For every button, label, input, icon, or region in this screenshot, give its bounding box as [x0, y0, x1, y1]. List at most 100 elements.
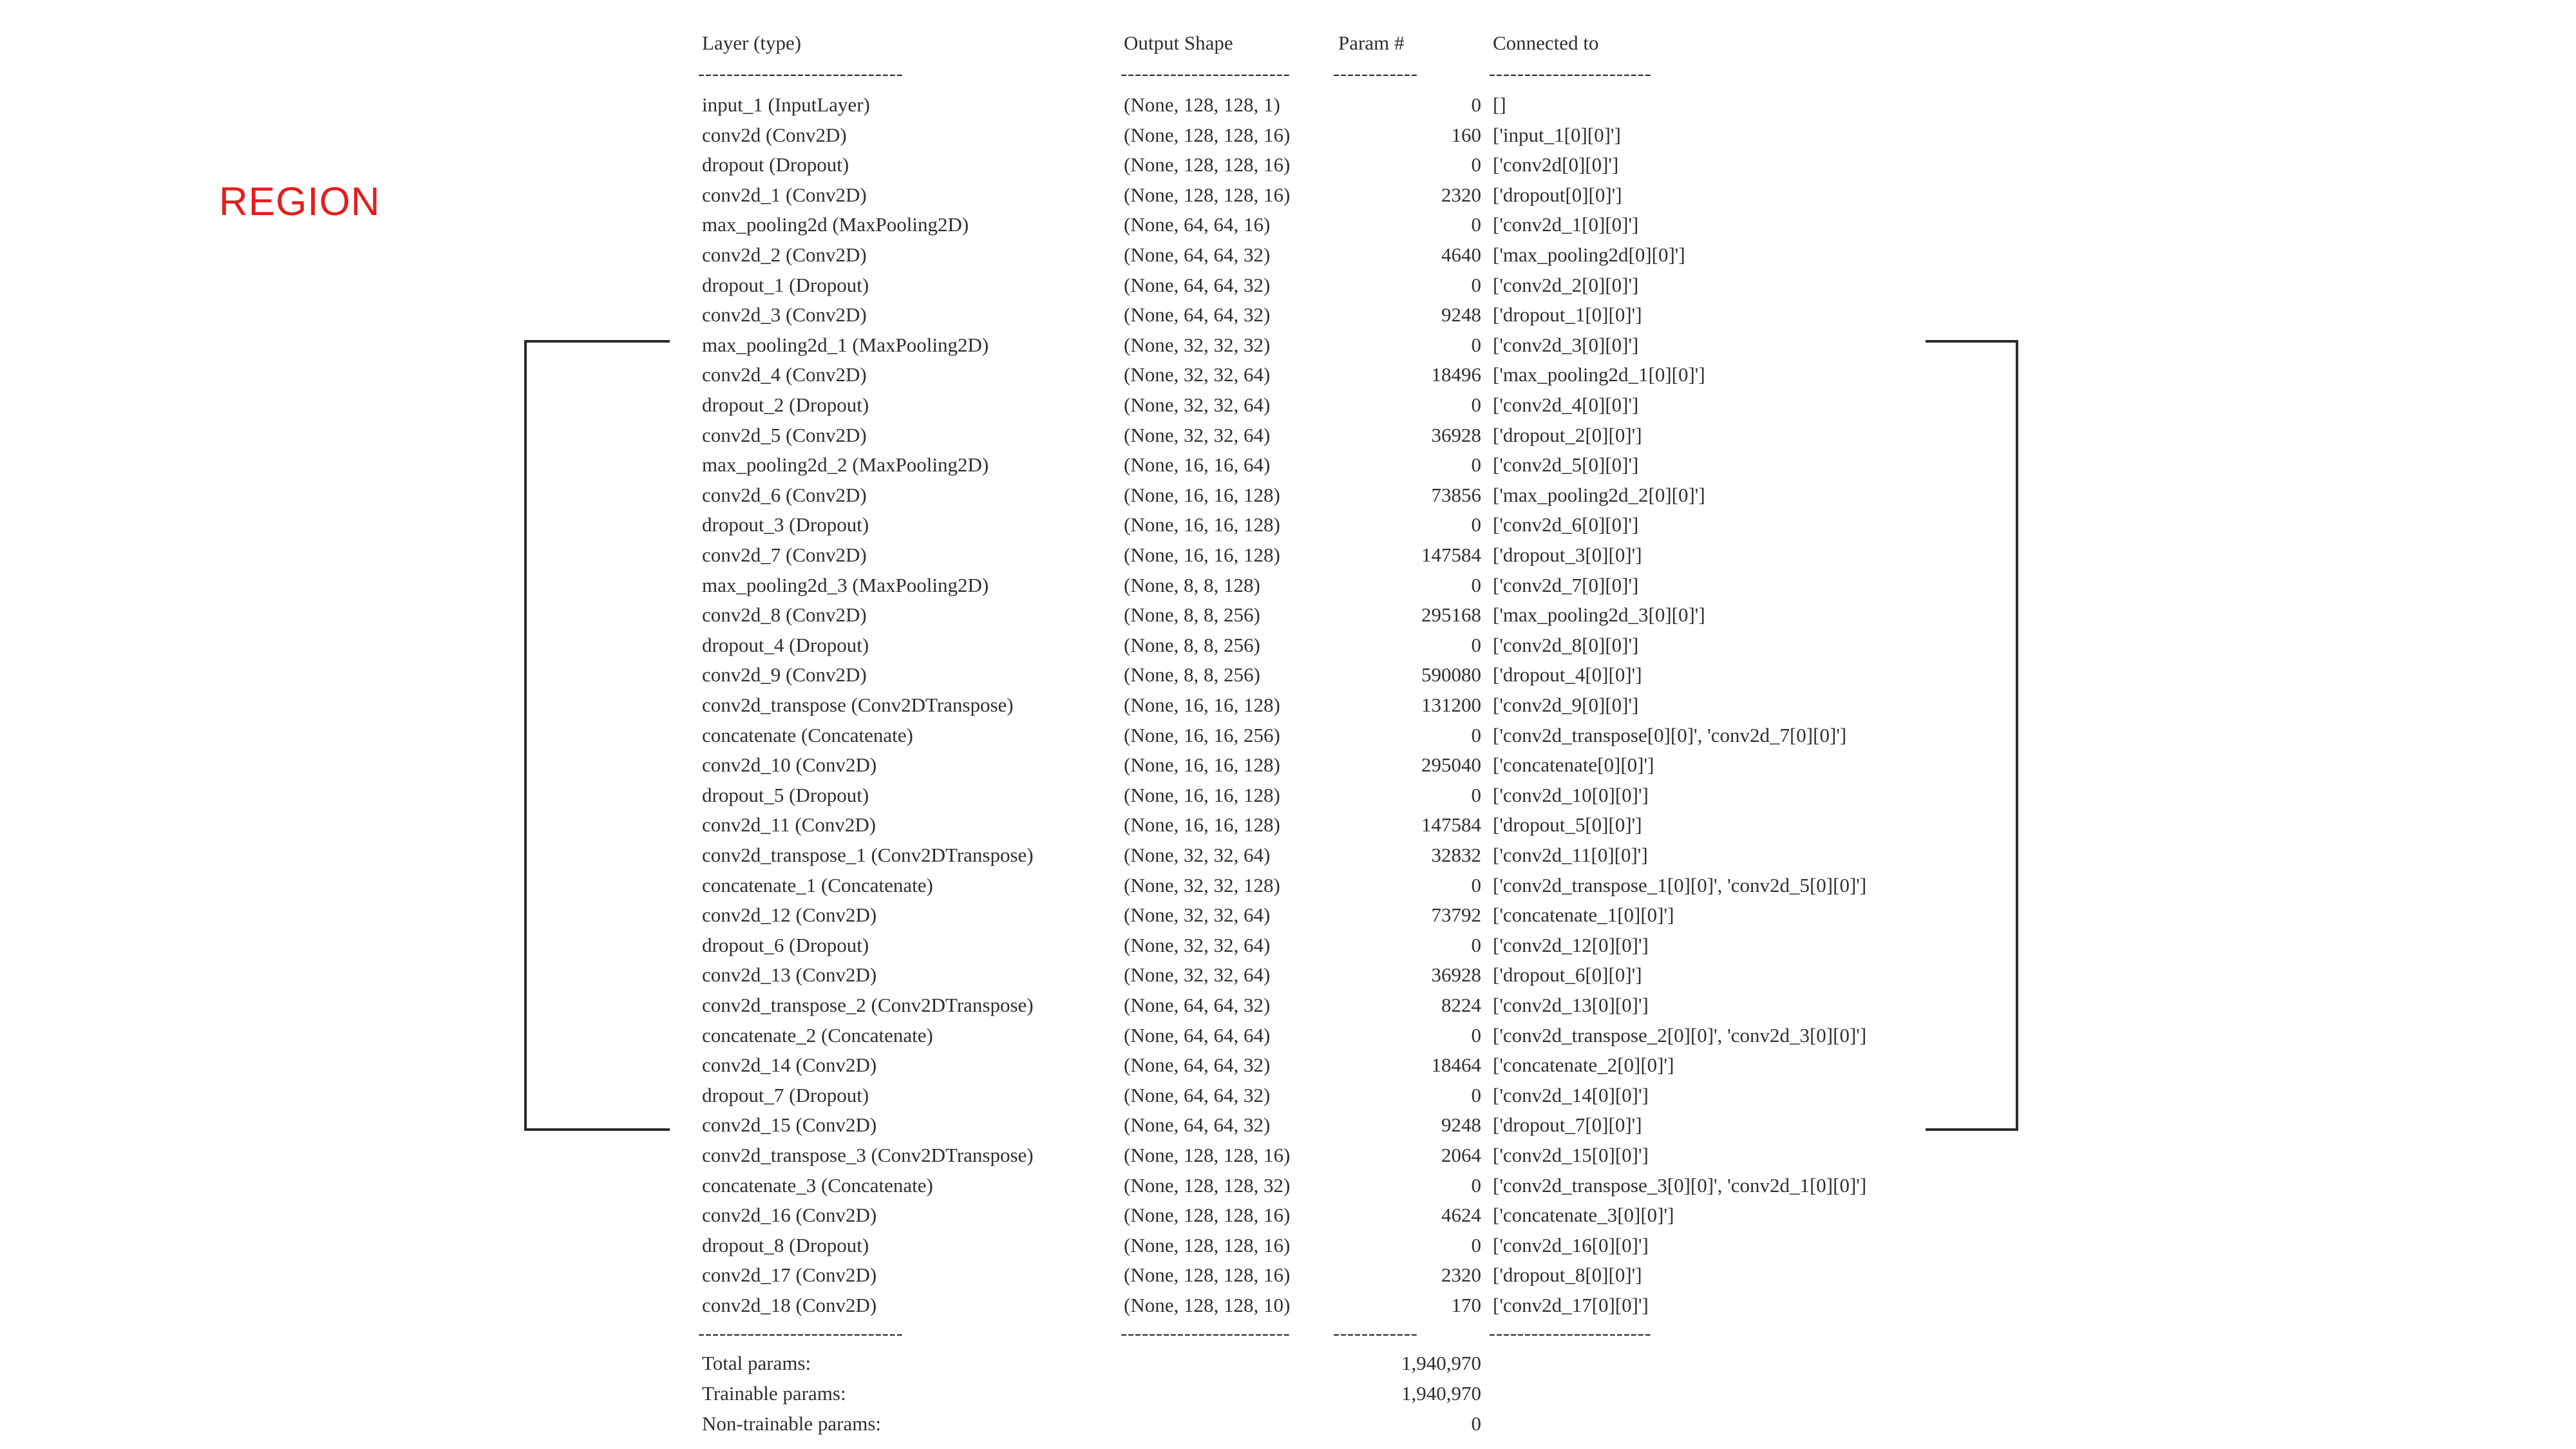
row-param-count: 295168: [1421, 603, 1481, 626]
row-connected-to: ['conv2d[0][0]']: [1493, 153, 1619, 176]
row-param-count: 18464: [1431, 1054, 1482, 1076]
row-output-shape: (None, 32, 32, 64): [1124, 934, 1271, 956]
row-layer-name: conv2d_15 (Conv2D): [702, 1113, 877, 1136]
row-param-count: 0: [1471, 1174, 1482, 1197]
row-output-shape: (None, 32, 32, 128): [1124, 874, 1280, 896]
row-param-count: 0: [1471, 1024, 1482, 1046]
divider-bottom-layer: -----------------------------: [698, 1323, 904, 1344]
row-param-count: 295040: [1421, 753, 1481, 776]
row-output-shape: (None, 128, 128, 16): [1124, 1264, 1291, 1286]
row-output-shape: (None, 128, 128, 10): [1124, 1294, 1291, 1316]
row-connected-to: ['conv2d_transpose_2[0][0]', 'conv2d_3[0…: [1493, 1024, 1867, 1046]
row-output-shape: (None, 16, 16, 128): [1124, 694, 1280, 716]
row-output-shape: (None, 32, 32, 64): [1124, 844, 1271, 866]
row-layer-name: dropout_6 (Dropout): [702, 934, 869, 956]
row-layer-name: concatenate_3 (Concatenate): [702, 1174, 933, 1197]
row-output-shape: (None, 16, 16, 256): [1124, 724, 1280, 746]
row-param-count: 36928: [1431, 424, 1482, 446]
row-output-shape: (None, 8, 8, 256): [1124, 634, 1260, 656]
row-param-count: 131200: [1421, 694, 1481, 716]
row-connected-to: ['conv2d_1[0][0]']: [1493, 213, 1639, 236]
row-layer-name: conv2d_4 (Conv2D): [702, 363, 867, 386]
row-param-count: 32832: [1431, 844, 1482, 866]
row-connected-to: ['concatenate_1[0][0]']: [1493, 904, 1674, 926]
row-param-count: 73856: [1431, 484, 1482, 506]
row-output-shape: (None, 64, 64, 32): [1124, 274, 1271, 296]
non-trainable-params-value: 0: [1471, 1412, 1482, 1435]
row-layer-name: conv2d_1 (Conv2D): [702, 184, 867, 206]
row-param-count: 170: [1451, 1294, 1482, 1316]
row-param-count: 0: [1471, 453, 1482, 476]
row-connected-to: ['conv2d_12[0][0]']: [1493, 934, 1649, 956]
divider-bottom-shape: ------------------------: [1121, 1323, 1291, 1344]
row-param-count: 147584: [1421, 544, 1481, 566]
right-bracket: [1926, 340, 2018, 1131]
row-output-shape: (None, 8, 8, 128): [1124, 574, 1260, 596]
row-connected-to: ['conv2d_11[0][0]']: [1493, 844, 1648, 866]
divider-top-layer: -----------------------------: [698, 63, 904, 84]
row-output-shape: (None, 8, 8, 256): [1124, 663, 1260, 686]
row-layer-name: dropout_4 (Dropout): [702, 634, 869, 656]
row-connected-to: ['conv2d_3[0][0]']: [1493, 334, 1639, 356]
trainable-params-value: 1,940,970: [1401, 1382, 1481, 1405]
row-output-shape: (None, 64, 64, 32): [1124, 243, 1271, 266]
row-connected-to: ['concatenate[0][0]']: [1493, 753, 1654, 776]
row-layer-name: dropout_3 (Dropout): [702, 513, 869, 536]
row-connected-to: ['conv2d_transpose_3[0][0]', 'conv2d_1[0…: [1493, 1174, 1867, 1197]
header-connected-to: Connected to: [1493, 32, 1599, 54]
row-param-count: 147584: [1421, 813, 1481, 836]
header-layer-type: Layer (type): [702, 32, 802, 54]
row-connected-to: ['max_pooling2d_2[0][0]']: [1493, 484, 1705, 506]
header-output-shape: Output Shape: [1124, 32, 1233, 54]
row-connected-to: ['conv2d_8[0][0]']: [1493, 634, 1639, 656]
row-output-shape: (None, 64, 64, 16): [1124, 213, 1271, 236]
row-connected-to: ['conv2d_13[0][0]']: [1493, 994, 1649, 1016]
trainable-params-label: Trainable params:: [702, 1382, 846, 1405]
row-layer-name: input_1 (InputLayer): [702, 93, 870, 116]
row-layer-name: conv2d_transpose (Conv2DTranspose): [702, 694, 1014, 716]
row-output-shape: (None, 32, 32, 64): [1124, 393, 1271, 416]
row-param-count: 0: [1471, 784, 1482, 806]
region-label: REGION: [219, 180, 381, 224]
row-output-shape: (None, 16, 16, 128): [1124, 484, 1280, 506]
row-connected-to: ['dropout[0][0]']: [1493, 184, 1622, 206]
row-connected-to: ['max_pooling2d_1[0][0]']: [1493, 363, 1705, 386]
row-param-count: 0: [1471, 213, 1482, 236]
row-layer-name: dropout_2 (Dropout): [702, 393, 869, 416]
row-output-shape: (None, 32, 32, 64): [1124, 963, 1271, 986]
row-output-shape: (None, 128, 128, 16): [1124, 124, 1291, 146]
row-layer-name: concatenate (Concatenate): [702, 724, 913, 746]
row-param-count: 0: [1471, 93, 1482, 116]
divider-top-shape: ------------------------: [1121, 63, 1291, 84]
row-output-shape: (None, 64, 64, 64): [1124, 1024, 1271, 1046]
row-param-count: 0: [1471, 1234, 1482, 1256]
row-param-count: 0: [1471, 393, 1482, 416]
row-layer-name: conv2d_14 (Conv2D): [702, 1054, 877, 1076]
row-param-count: 18496: [1431, 363, 1482, 386]
divider-bottom-param: ------------: [1333, 1323, 1418, 1344]
row-param-count: 73792: [1431, 904, 1482, 926]
row-layer-name: concatenate_2 (Concatenate): [702, 1024, 933, 1046]
non-trainable-params-label: Non-trainable params:: [702, 1412, 882, 1435]
row-connected-to: ['conv2d_5[0][0]']: [1493, 453, 1639, 476]
row-connected-to: ['conv2d_17[0][0]']: [1493, 1294, 1649, 1316]
row-param-count: 0: [1471, 574, 1482, 596]
row-param-count: 0: [1471, 1084, 1482, 1106]
row-param-count: 9248: [1441, 303, 1481, 326]
row-connected-to: ['concatenate_2[0][0]']: [1493, 1054, 1674, 1076]
row-param-count: 0: [1471, 153, 1482, 176]
row-connected-to: ['dropout_7[0][0]']: [1493, 1113, 1642, 1136]
row-param-count: 36928: [1431, 963, 1482, 986]
row-connected-to: ['conv2d_4[0][0]']: [1493, 393, 1639, 416]
row-layer-name: conv2d_10 (Conv2D): [702, 753, 877, 776]
row-output-shape: (None, 64, 64, 32): [1124, 994, 1271, 1016]
row-param-count: 0: [1471, 634, 1482, 656]
row-layer-name: conv2d_11 (Conv2D): [702, 813, 876, 836]
row-output-shape: (None, 64, 64, 32): [1124, 1084, 1271, 1106]
row-output-shape: (None, 128, 128, 16): [1124, 1204, 1291, 1226]
header-param-count: Param #: [1338, 32, 1405, 54]
row-param-count: 4640: [1441, 243, 1481, 266]
row-layer-name: conv2d_9 (Conv2D): [702, 663, 867, 686]
row-layer-name: dropout_7 (Dropout): [702, 1084, 869, 1106]
row-connected-to: ['max_pooling2d_3[0][0]']: [1493, 603, 1705, 626]
